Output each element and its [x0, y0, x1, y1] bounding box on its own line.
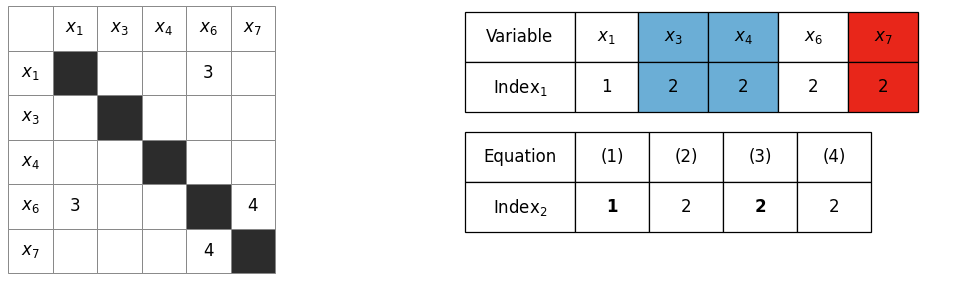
- Text: $x_1$: $x_1$: [597, 28, 616, 46]
- Bar: [649, 182, 723, 232]
- Text: $x_7$: $x_7$: [243, 19, 262, 37]
- Bar: [97, 95, 142, 140]
- Bar: [231, 140, 275, 184]
- Text: 3: 3: [203, 64, 214, 82]
- Text: Index$_2$: Index$_2$: [492, 196, 547, 217]
- Bar: [97, 140, 142, 184]
- Bar: [186, 229, 231, 273]
- Bar: [848, 62, 918, 112]
- Bar: [97, 184, 142, 229]
- Text: 2: 2: [681, 198, 692, 216]
- Bar: [575, 12, 638, 62]
- Text: Variable: Variable: [487, 28, 554, 46]
- Text: 4: 4: [247, 197, 258, 215]
- Bar: [465, 62, 575, 112]
- Bar: [723, 182, 797, 232]
- Bar: [708, 12, 778, 62]
- Text: $x_6$: $x_6$: [199, 19, 217, 37]
- Text: $x_4$: $x_4$: [154, 19, 173, 37]
- Bar: [8, 184, 53, 229]
- Bar: [723, 132, 797, 182]
- Bar: [53, 50, 97, 95]
- Bar: [142, 229, 186, 273]
- Bar: [778, 12, 848, 62]
- Bar: [649, 132, 723, 182]
- Text: 2: 2: [878, 78, 888, 96]
- Bar: [142, 95, 186, 140]
- Text: 3: 3: [69, 197, 80, 215]
- Bar: [142, 6, 186, 50]
- Text: $x_4$: $x_4$: [21, 153, 39, 171]
- Bar: [231, 95, 275, 140]
- Text: 2: 2: [738, 78, 748, 96]
- Bar: [186, 50, 231, 95]
- Bar: [797, 132, 871, 182]
- Bar: [231, 6, 275, 50]
- Text: (2): (2): [674, 148, 697, 166]
- Text: $x_7$: $x_7$: [874, 28, 893, 46]
- Text: (4): (4): [822, 148, 846, 166]
- Text: $x_6$: $x_6$: [21, 197, 39, 215]
- Bar: [575, 182, 649, 232]
- Bar: [8, 6, 53, 50]
- Bar: [186, 184, 231, 229]
- Text: 4: 4: [203, 242, 214, 260]
- Bar: [97, 50, 142, 95]
- Text: Index$_1$: Index$_1$: [492, 77, 547, 98]
- Bar: [53, 184, 97, 229]
- Bar: [465, 182, 575, 232]
- Text: 2: 2: [754, 198, 765, 216]
- Bar: [142, 184, 186, 229]
- Text: $x_6$: $x_6$: [804, 28, 822, 46]
- Bar: [142, 140, 186, 184]
- Text: 1: 1: [602, 78, 612, 96]
- Bar: [8, 229, 53, 273]
- Bar: [638, 62, 708, 112]
- Text: 1: 1: [606, 198, 618, 216]
- Bar: [575, 62, 638, 112]
- Bar: [8, 50, 53, 95]
- Text: $x_3$: $x_3$: [110, 19, 128, 37]
- Text: $x_4$: $x_4$: [734, 28, 752, 46]
- Bar: [465, 12, 575, 62]
- Bar: [53, 95, 97, 140]
- Bar: [53, 140, 97, 184]
- Text: 2: 2: [808, 78, 818, 96]
- Bar: [797, 182, 871, 232]
- Bar: [231, 184, 275, 229]
- Bar: [8, 95, 53, 140]
- Bar: [778, 62, 848, 112]
- Text: $x_1$: $x_1$: [65, 19, 84, 37]
- Bar: [97, 229, 142, 273]
- Text: $x_1$: $x_1$: [21, 64, 39, 82]
- Bar: [465, 132, 575, 182]
- Bar: [142, 50, 186, 95]
- Text: (1): (1): [601, 148, 624, 166]
- Bar: [848, 12, 918, 62]
- Text: 2: 2: [668, 78, 678, 96]
- Bar: [231, 50, 275, 95]
- Bar: [186, 6, 231, 50]
- Bar: [8, 140, 53, 184]
- Text: (3): (3): [748, 148, 772, 166]
- Text: Equation: Equation: [484, 148, 557, 166]
- Text: 2: 2: [829, 198, 839, 216]
- Bar: [186, 140, 231, 184]
- Text: $x_3$: $x_3$: [664, 28, 682, 46]
- Bar: [231, 229, 275, 273]
- Bar: [53, 229, 97, 273]
- Bar: [638, 12, 708, 62]
- Text: $x_3$: $x_3$: [21, 108, 39, 126]
- Bar: [575, 132, 649, 182]
- Bar: [53, 6, 97, 50]
- Bar: [97, 6, 142, 50]
- Bar: [186, 95, 231, 140]
- Text: $x_7$: $x_7$: [21, 242, 39, 260]
- Bar: [708, 62, 778, 112]
